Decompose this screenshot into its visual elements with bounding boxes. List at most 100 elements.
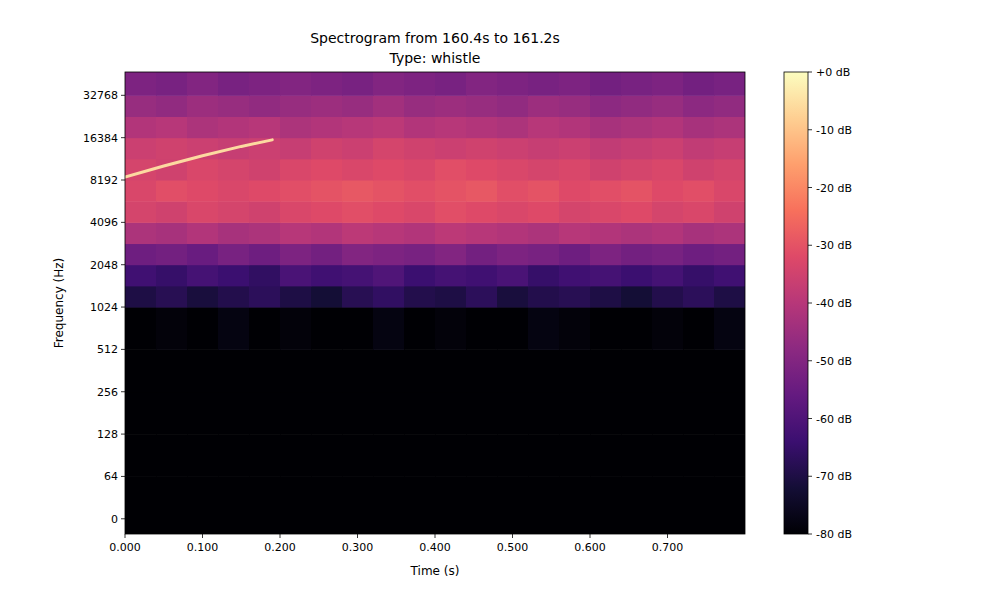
heat-cell — [714, 265, 745, 287]
heat-cell — [497, 138, 529, 160]
heat-cell — [342, 476, 374, 534]
heat-cell — [218, 434, 250, 477]
x-tick — [125, 534, 126, 538]
heat-cell — [156, 95, 188, 117]
heat-cell — [218, 159, 250, 181]
x-tick — [357, 534, 358, 538]
heat-cell — [311, 222, 343, 244]
heat-cell — [714, 138, 745, 160]
heat-cell — [156, 392, 188, 435]
y-tick — [121, 180, 125, 181]
heat-cell — [683, 201, 715, 223]
heat-cell — [528, 222, 560, 244]
heat-cell — [218, 307, 250, 350]
heat-cell — [218, 265, 250, 287]
heat-cell — [218, 392, 250, 435]
heat-cell — [404, 476, 436, 534]
heat-cell — [404, 95, 436, 117]
heat-cell — [342, 222, 374, 244]
heat-cell — [249, 392, 281, 435]
heat-cell — [683, 476, 715, 534]
heat-cell — [311, 159, 343, 181]
heat-cell — [652, 307, 684, 350]
heat-cell — [249, 476, 281, 534]
heat-cell — [590, 265, 622, 287]
heat-cell — [311, 180, 343, 202]
heat-cell — [311, 95, 343, 117]
x-tick — [590, 534, 591, 538]
heat-cell — [311, 265, 343, 287]
heat-cell — [311, 476, 343, 534]
y-tick — [121, 95, 125, 96]
heat-cell — [311, 138, 343, 160]
y-tick — [121, 264, 125, 265]
heat-cell — [559, 476, 591, 534]
heat-cell — [280, 222, 312, 244]
heat-cell — [621, 265, 653, 287]
heat-cell — [249, 222, 281, 244]
heat-cell — [559, 265, 591, 287]
heat-cell — [714, 349, 745, 392]
heat-cell — [621, 286, 653, 308]
heat-cell — [404, 222, 436, 244]
y-tick-label: 128 — [97, 428, 118, 441]
heat-cell — [187, 95, 219, 117]
heat-cell — [497, 476, 529, 534]
heat-cell — [683, 159, 715, 181]
x-tick — [667, 534, 668, 538]
heat-cell — [373, 180, 405, 202]
y-tick-label: 0 — [111, 513, 118, 526]
y-tick-label: 256 — [97, 386, 118, 399]
heat-cell — [435, 476, 467, 534]
heat-cell — [404, 286, 436, 308]
heat-cell — [590, 286, 622, 308]
heat-cell — [621, 434, 653, 477]
heat-cell — [342, 349, 374, 392]
y-tick-label: 16384 — [83, 132, 118, 145]
heat-cell — [652, 349, 684, 392]
y-axis-label: Frequency (Hz) — [52, 258, 66, 349]
heat-cell — [125, 180, 157, 202]
heat-cell — [590, 159, 622, 181]
heat-cell — [435, 116, 467, 138]
heat-cell — [559, 307, 591, 350]
heat-cell — [373, 349, 405, 392]
y-tick-label: 1024 — [90, 301, 118, 314]
colorbar-tick — [808, 129, 812, 130]
y-tick-label: 8192 — [90, 174, 118, 187]
heat-cell — [590, 138, 622, 160]
heat-cell — [342, 72, 374, 96]
y-tick-label: 4096 — [90, 216, 118, 229]
heat-cell — [218, 476, 250, 534]
heat-cell — [187, 159, 219, 181]
heat-cell — [466, 244, 498, 266]
heat-cell — [125, 392, 157, 435]
heat-cell — [528, 201, 560, 223]
x-tick — [202, 534, 203, 538]
heat-cell — [497, 159, 529, 181]
colorbar-tick — [808, 303, 812, 304]
heat-cell — [652, 434, 684, 477]
heat-cell — [125, 116, 157, 138]
heat-cell — [311, 72, 343, 96]
heat-cell — [404, 201, 436, 223]
heat-cell — [187, 222, 219, 244]
heat-cell — [404, 116, 436, 138]
heat-cell — [373, 116, 405, 138]
heat-cell — [280, 138, 312, 160]
heat-cell — [280, 244, 312, 266]
x-tick-label: 0.700 — [652, 541, 684, 554]
heat-cell — [714, 434, 745, 477]
heat-cell — [404, 434, 436, 477]
heat-cell — [187, 244, 219, 266]
heat-cell — [435, 72, 467, 96]
title: Spectrogram from 160.4s to 161.2s — [310, 30, 560, 46]
x-tick — [280, 534, 281, 538]
heat-cell — [311, 116, 343, 138]
heat-cell — [466, 116, 498, 138]
heat-cell — [528, 180, 560, 202]
heat-cell — [342, 116, 374, 138]
heat-cell — [156, 476, 188, 534]
x-tick-label: 0.300 — [342, 541, 374, 554]
heat-cell — [590, 392, 622, 435]
